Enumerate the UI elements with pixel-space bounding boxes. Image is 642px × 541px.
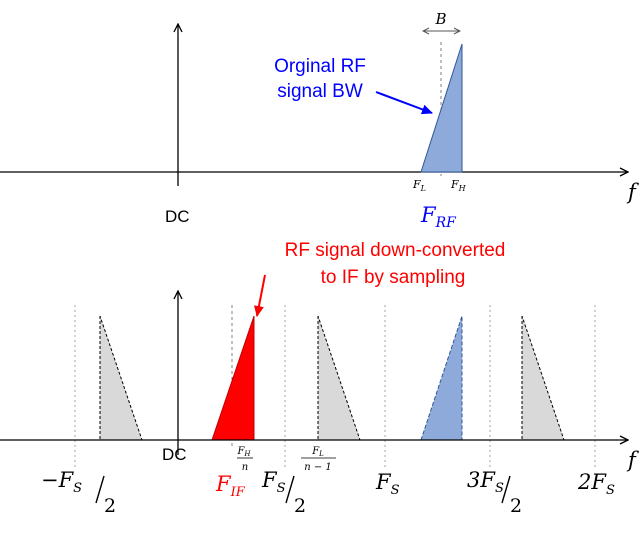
fh-label: FH [450, 178, 467, 193]
svg-text:2: 2 [104, 495, 116, 517]
top-axis-variable: f [626, 180, 639, 204]
bottom-panel: RF signal down-converted to IF by sampli… [0, 240, 639, 517]
svg-text:FH: FH [236, 446, 251, 458]
svg-text:n: n [242, 462, 248, 473]
bandwidth-label: B [434, 10, 446, 28]
svg-text:3FS: 3FS [467, 468, 504, 496]
frf-label: FRF [420, 203, 457, 231]
two-fs-label: 2FS [577, 470, 615, 498]
bottom-axis-variable: f [626, 448, 639, 472]
fs-label: FS [375, 470, 400, 498]
if-annotation-line2: to IF by sampling [321, 267, 466, 288]
top-dc-label: DC [165, 207, 190, 226]
svg-text:n − 1: n − 1 [304, 462, 332, 473]
fl-over-n-minus-1-label: FL n − 1 [301, 446, 336, 473]
rf-signal-band [420, 43, 463, 173]
fif-label: FIF [215, 472, 246, 500]
half-fs-label: FS 2 [261, 468, 306, 517]
image-band-first [317, 315, 361, 441]
top-panel: B Orginal RF signal BW DC FL FH FRF f [0, 10, 639, 231]
if-annotation-line1: RF signal down-converted [285, 240, 506, 261]
rf-annotation-arrow [375, 91, 433, 115]
rf-annotation-line2: signal BW [277, 81, 363, 102]
neg-half-fs-label: −FS 2 [41, 468, 116, 517]
svg-text:FL: FL [311, 446, 324, 458]
image-band-negative [99, 315, 143, 441]
rf-band-replica [420, 315, 463, 441]
svg-text:−FS: −FS [41, 468, 82, 496]
svg-text:2: 2 [510, 495, 522, 517]
three-half-fs-label: 3FS 2 [467, 468, 522, 517]
image-band-second [521, 315, 565, 441]
svg-text:FS: FS [261, 468, 286, 496]
svg-text:2: 2 [294, 495, 306, 517]
bottom-dc-label: DC [162, 445, 187, 464]
fl-label: FL [412, 178, 426, 193]
rf-annotation-line1: Orginal RF [274, 56, 366, 77]
fh-over-n-label: FH n [236, 446, 253, 473]
if-annotation-arrow [254, 274, 266, 317]
if-signal-band [211, 315, 255, 441]
